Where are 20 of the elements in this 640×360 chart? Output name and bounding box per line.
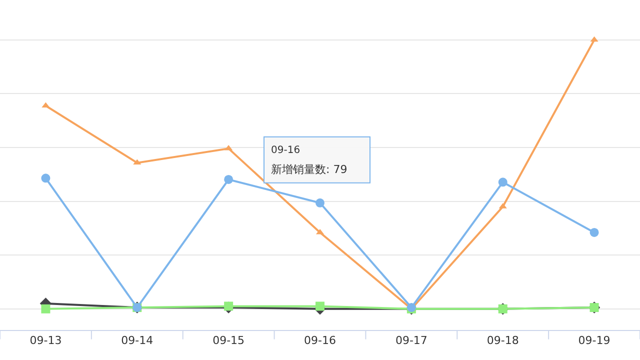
x-tick-label: 09-18 [486, 334, 519, 348]
point [224, 302, 234, 311]
x-tick-label: 09-13 [30, 334, 62, 348]
x-tick-label: 09-19 [578, 334, 610, 348]
point [41, 174, 50, 183]
x-tick-label: 09-16 [304, 334, 336, 348]
point [42, 102, 50, 108]
point [316, 198, 324, 208]
x-tick-label: 09-14 [121, 334, 154, 348]
point [133, 159, 142, 165]
point [41, 304, 50, 314]
annotation: 09-16 [271, 145, 300, 156]
point [316, 302, 324, 311]
point [498, 178, 508, 187]
point [590, 228, 599, 237]
x-tick-label: 09-17 [395, 334, 428, 348]
x-tick-label: 09-15 [212, 334, 245, 348]
point [590, 36, 598, 42]
point [224, 174, 234, 184]
annotation: 新增销量数: 79 [271, 163, 348, 176]
